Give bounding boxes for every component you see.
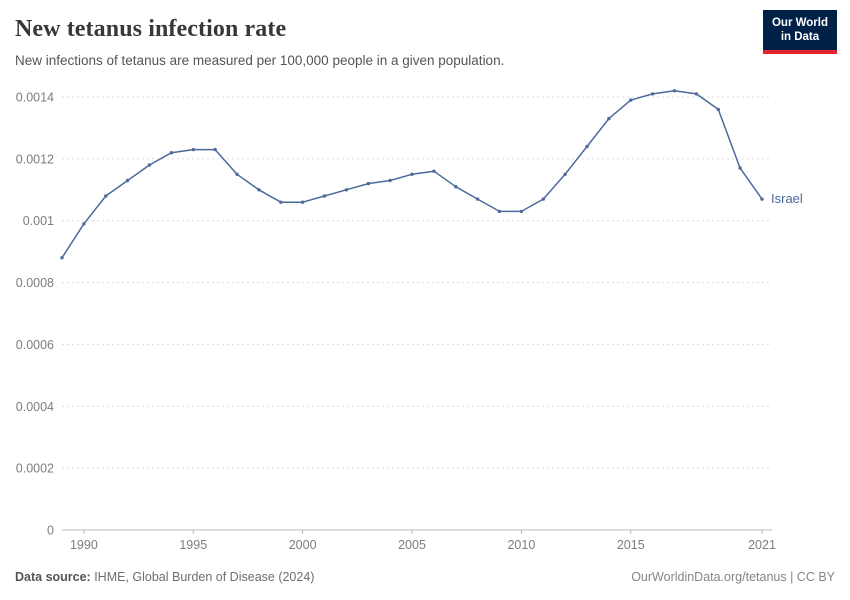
x-tick-label: 2021 xyxy=(748,538,776,552)
series-entity-label[interactable]: Israel xyxy=(771,191,803,206)
x-tick-label: 2010 xyxy=(507,538,535,552)
data-point[interactable] xyxy=(694,92,699,96)
data-source-text: IHME, Global Burden of Disease (2024) xyxy=(90,570,315,584)
x-tick-label: 1995 xyxy=(179,538,207,552)
data-point[interactable] xyxy=(279,200,283,204)
data-point[interactable] xyxy=(497,209,502,214)
x-tick-label: 2000 xyxy=(289,538,317,552)
data-point[interactable] xyxy=(388,178,392,183)
y-tick-label: 0.0002 xyxy=(16,462,54,476)
data-point[interactable] xyxy=(213,147,217,152)
data-point[interactable] xyxy=(60,256,64,260)
data-point[interactable] xyxy=(257,188,261,192)
data-point[interactable] xyxy=(366,181,370,186)
owid-link[interactable]: OurWorldinData.org/tetanus | CC BY xyxy=(631,570,835,584)
y-tick-label: 0.0004 xyxy=(16,400,54,414)
line-chart[interactable]: 0 0.0002 0.0004 0.0006 0.0008 0.001 0.0012 0.00… xyxy=(0,75,850,557)
data-point[interactable] xyxy=(585,144,589,149)
chart-subtitle: New infections of tetanus are measured p… xyxy=(15,53,505,68)
x-tick-label: 2005 xyxy=(398,538,426,552)
data-point[interactable] xyxy=(104,194,108,198)
data-point[interactable] xyxy=(344,188,349,192)
x-tick-label: 2015 xyxy=(617,538,645,552)
data-point[interactable] xyxy=(147,163,152,167)
y-tick-label: 0 xyxy=(47,524,54,538)
data-point[interactable] xyxy=(519,209,524,214)
data-point[interactable] xyxy=(300,200,305,204)
data-point[interactable] xyxy=(475,197,480,201)
data-point[interactable] xyxy=(410,172,414,176)
data-point[interactable] xyxy=(82,222,86,226)
data-point[interactable] xyxy=(432,169,436,173)
data-point[interactable] xyxy=(541,197,545,201)
y-tick-label: 0.0012 xyxy=(16,152,54,166)
data-point[interactable] xyxy=(169,151,174,155)
owid-logo[interactable]: Our World in Data xyxy=(762,10,837,54)
y-tick-label: 0.001 xyxy=(23,214,54,228)
data-point[interactable] xyxy=(650,92,655,96)
data-point[interactable] xyxy=(563,172,567,176)
data-point[interactable] xyxy=(607,116,611,121)
data-point[interactable] xyxy=(672,89,677,93)
data-point[interactable] xyxy=(322,194,327,198)
data-point[interactable] xyxy=(125,178,130,183)
data-source-note: Data source: IHME, Global Burden of Dise… xyxy=(15,570,314,584)
data-source-label: Data source: xyxy=(15,570,91,584)
chart-title: New tetanus infection rate xyxy=(15,16,287,42)
y-tick-label: 0.0008 xyxy=(16,276,54,290)
data-point[interactable] xyxy=(716,107,720,112)
data-point[interactable] xyxy=(629,98,633,102)
data-point[interactable] xyxy=(235,172,239,176)
owid-logo-line1: Our World xyxy=(771,17,828,29)
x-tick-label: 1990 xyxy=(70,538,98,552)
owid-logo-line2: in Data xyxy=(780,31,820,44)
data-point[interactable] xyxy=(738,166,742,170)
data-point[interactable] xyxy=(454,185,458,189)
y-tick-label: 0.0014 xyxy=(16,91,54,105)
data-point[interactable] xyxy=(760,197,764,201)
y-tick-label: 0.0006 xyxy=(16,338,54,352)
data-point[interactable] xyxy=(191,147,195,152)
